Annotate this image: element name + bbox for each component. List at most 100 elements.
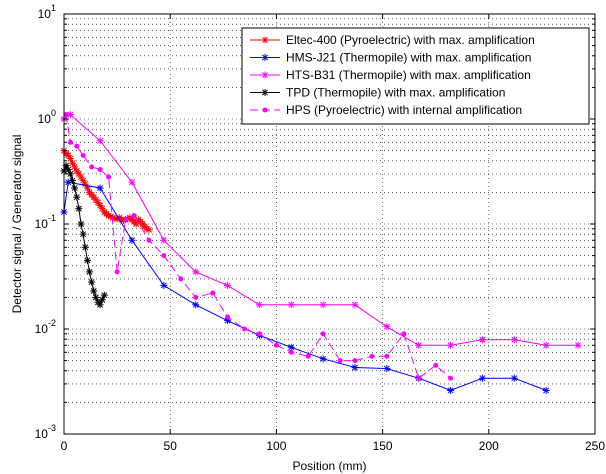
data-point <box>90 287 98 295</box>
data-point <box>478 374 486 382</box>
legend-entry: TPD (Thermopile) with max. amplification <box>250 86 505 100</box>
data-point <box>319 301 327 309</box>
series-4 <box>63 112 454 381</box>
data-point <box>273 342 279 348</box>
data-point <box>160 281 168 289</box>
data-point <box>114 269 120 275</box>
x-tick-label: 100 <box>266 439 286 453</box>
data-point <box>85 268 93 276</box>
data-point <box>320 331 326 337</box>
data-point <box>337 358 343 364</box>
data-point <box>96 137 104 145</box>
data-point <box>96 184 104 192</box>
y-tick-base: 10 <box>35 217 49 231</box>
data-point <box>73 193 81 201</box>
data-point <box>542 386 550 394</box>
data-point <box>383 365 391 373</box>
data-point <box>210 290 216 296</box>
data-point <box>225 314 231 320</box>
y-tick-base: 10 <box>38 112 52 126</box>
data-point <box>478 336 486 344</box>
data-point <box>146 237 152 243</box>
data-point <box>160 236 168 244</box>
data-point <box>89 164 95 170</box>
data-point <box>351 301 359 309</box>
data-point <box>131 213 137 219</box>
data-point <box>75 205 83 213</box>
data-point <box>145 226 153 234</box>
legend-label: Eltec-400 (Pyroelectric) with max. ampli… <box>286 33 535 47</box>
y-tick-label: 100 <box>38 108 56 126</box>
y-tick-base: 10 <box>38 7 52 21</box>
y-tick-exponent: -1 <box>48 213 56 223</box>
data-point <box>352 358 358 364</box>
data-point <box>106 174 112 180</box>
data-point <box>416 375 422 381</box>
data-point <box>73 167 81 175</box>
data-point <box>369 353 375 359</box>
data-point <box>74 143 80 149</box>
legend-label: HTS-B31 (Thermopile) with max. amplifica… <box>286 68 531 82</box>
y-tick-label: 10-3 <box>35 423 56 441</box>
data-point <box>192 301 200 309</box>
legend-label: HMS-J21 (Thermopile) with max. amplifica… <box>286 51 531 65</box>
data-point <box>83 256 91 264</box>
data-point <box>193 294 199 300</box>
y-tick-exponent: 1 <box>51 3 56 13</box>
y-tick-exponent: 0 <box>51 108 56 118</box>
legend-entry: HPS (Pyroelectric) with internal amplifi… <box>250 103 522 117</box>
y-axis-label: Detector signal / Generator signal <box>10 135 24 314</box>
data-point <box>77 220 85 228</box>
data-point <box>383 323 391 331</box>
data-point <box>242 326 248 332</box>
data-point <box>128 178 136 186</box>
data-point <box>447 341 455 349</box>
x-tick-label: 50 <box>164 439 178 453</box>
x-tick-label: 200 <box>479 439 499 453</box>
series-3 <box>60 162 108 309</box>
data-point <box>66 170 74 178</box>
y-tick-base: 10 <box>35 322 49 336</box>
data-point <box>71 184 79 192</box>
data-point <box>574 341 582 349</box>
data-point <box>123 217 129 223</box>
data-point <box>319 355 327 363</box>
legend-entry: Eltec-400 (Pyroelectric) with max. ampli… <box>250 33 535 47</box>
data-point <box>433 362 439 368</box>
x-tick-label: 0 <box>61 439 68 453</box>
data-point <box>224 281 232 289</box>
data-point <box>63 112 69 118</box>
legend-label: TPD (Thermopile) with max. amplification <box>286 86 505 100</box>
y-tick-label: 10-1 <box>35 213 56 231</box>
data-point <box>542 341 550 349</box>
legend-entry: HTS-B31 (Thermopile) with max. amplifica… <box>250 68 531 82</box>
data-point <box>128 236 136 244</box>
data-point <box>288 349 294 355</box>
data-point <box>88 278 96 286</box>
data-point <box>448 375 454 381</box>
data-point <box>305 353 311 359</box>
legend-entry: HMS-J21 (Thermopile) with max. amplifica… <box>250 51 531 65</box>
legend-label: HPS (Pyroelectric) with internal amplifi… <box>286 103 522 117</box>
data-point <box>415 341 423 349</box>
data-point <box>100 291 108 299</box>
data-point <box>178 276 184 282</box>
y-tick-label: 101 <box>38 3 56 21</box>
data-point <box>351 363 359 371</box>
y-tick-base: 10 <box>35 427 49 441</box>
data-point <box>255 301 263 309</box>
data-point <box>68 176 76 184</box>
legend-box <box>241 27 590 125</box>
data-point <box>510 374 518 382</box>
data-point <box>384 353 390 359</box>
x-tick-label: 150 <box>373 439 393 453</box>
x-axis-label: Position (mm) <box>292 459 366 473</box>
series-line <box>63 114 578 346</box>
series-1 <box>60 178 550 394</box>
grid <box>64 14 595 434</box>
data-point <box>510 336 518 344</box>
data-point <box>97 167 103 173</box>
data-point <box>401 331 407 337</box>
